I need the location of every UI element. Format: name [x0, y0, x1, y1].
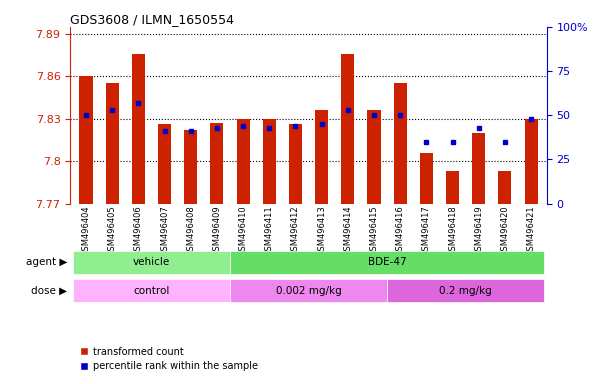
Bar	[184, 130, 197, 204]
Bar	[79, 76, 92, 204]
Bar	[132, 54, 145, 204]
Text: agent ▶: agent ▶	[26, 257, 67, 267]
FancyBboxPatch shape	[230, 251, 544, 273]
Text: control: control	[133, 286, 170, 296]
Bar	[106, 83, 119, 204]
Bar	[499, 171, 511, 204]
Bar	[263, 119, 276, 204]
Bar	[210, 123, 224, 204]
FancyBboxPatch shape	[387, 280, 544, 302]
Bar	[236, 119, 250, 204]
Legend: transformed count, percentile rank within the sample: transformed count, percentile rank withi…	[75, 343, 262, 375]
FancyBboxPatch shape	[73, 251, 230, 273]
Bar	[367, 110, 381, 204]
Text: dose ▶: dose ▶	[31, 286, 67, 296]
Text: BDE-47: BDE-47	[368, 257, 406, 267]
Text: 0.2 mg/kg: 0.2 mg/kg	[439, 286, 492, 296]
Bar	[315, 110, 328, 204]
Text: vehicle: vehicle	[133, 257, 170, 267]
Bar	[420, 153, 433, 204]
Bar	[525, 119, 538, 204]
Bar	[446, 171, 459, 204]
FancyBboxPatch shape	[230, 280, 387, 302]
Bar	[342, 54, 354, 204]
FancyBboxPatch shape	[73, 280, 230, 302]
Bar	[158, 124, 171, 204]
Text: 0.002 mg/kg: 0.002 mg/kg	[276, 286, 342, 296]
Text: GDS3608 / ILMN_1650554: GDS3608 / ILMN_1650554	[70, 13, 234, 26]
Bar	[393, 83, 407, 204]
Bar	[472, 133, 485, 204]
Bar	[289, 124, 302, 204]
